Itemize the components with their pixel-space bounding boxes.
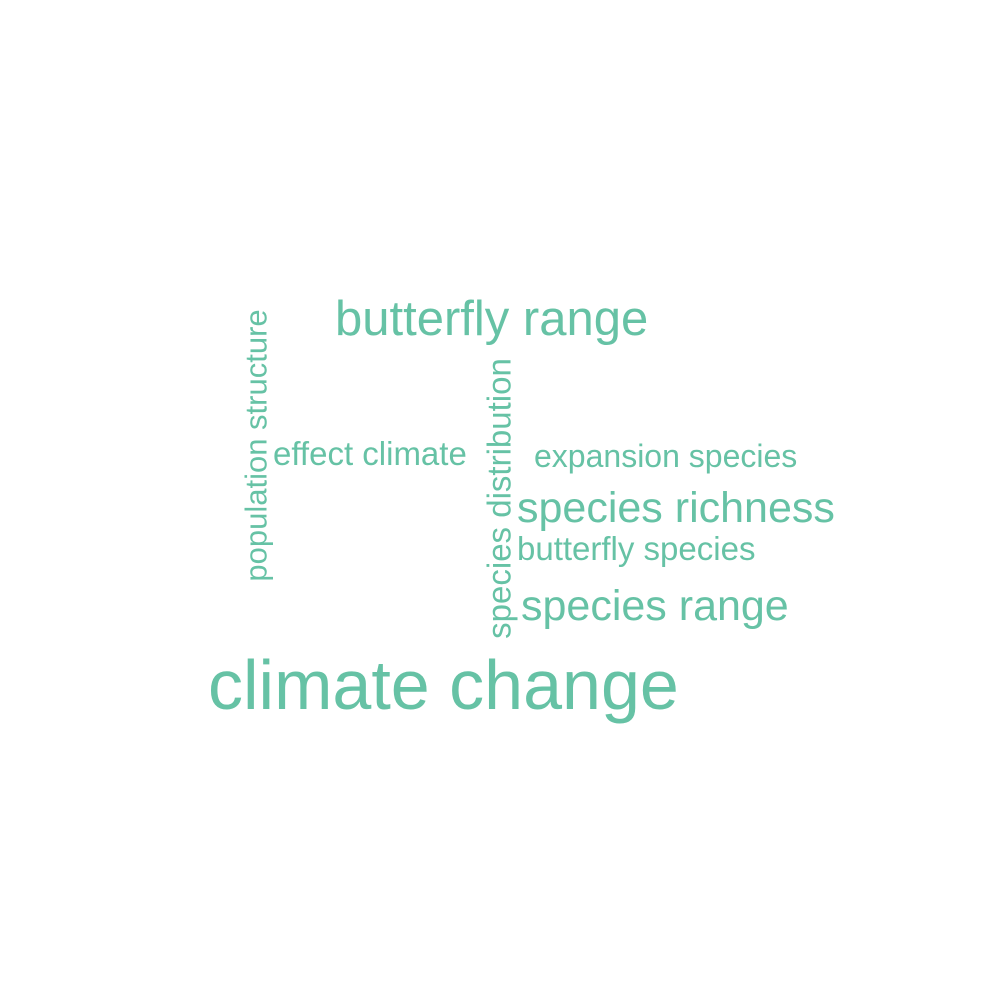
word-butterfly-range: butterfly range xyxy=(335,292,649,346)
word-climate-change: climate change xyxy=(208,646,679,724)
word-species-richness: species richness xyxy=(517,484,835,532)
word-butterfly-species: butterfly species xyxy=(517,530,756,567)
word-species-range: species range xyxy=(521,582,789,630)
word-effect-climate: effect climate xyxy=(273,435,467,472)
word-species-distribution: species distribution xyxy=(480,358,518,639)
word-expansion-species: expansion species xyxy=(534,438,798,474)
word-population-structure: population structure xyxy=(238,309,274,582)
